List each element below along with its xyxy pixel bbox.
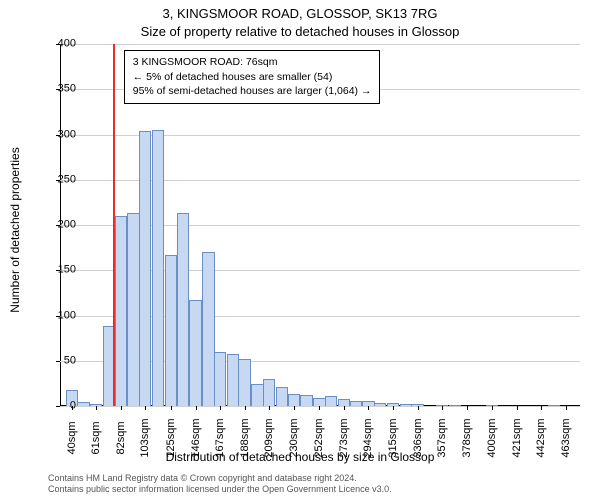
histogram-bar [189, 300, 201, 406]
x-tick-label: 230sqm [288, 418, 300, 457]
histogram-bar [177, 213, 189, 406]
x-tick-mark [269, 406, 270, 410]
histogram-bar [227, 354, 239, 406]
y-tick-label: 0 [70, 401, 76, 412]
y-axis-label: Number of detached properties [8, 147, 22, 312]
histogram-bar [165, 255, 177, 406]
x-tick-label: 294sqm [362, 418, 374, 457]
chart-title-desc: Size of property relative to detached ho… [0, 24, 600, 39]
histogram-bar [325, 396, 337, 406]
x-tick-label: 463sqm [560, 418, 572, 457]
grid-line [60, 135, 580, 136]
x-tick-label: 125sqm [165, 418, 177, 457]
x-tick-label: 40sqm [66, 421, 78, 454]
x-tick-label: 188sqm [239, 418, 251, 457]
annotation-line2: ← 5% of detached houses are smaller (54) [133, 70, 372, 85]
histogram-bar [202, 252, 214, 406]
y-tick-label: 300 [58, 129, 76, 140]
y-tick-label: 200 [58, 220, 76, 231]
histogram-bar [350, 401, 362, 406]
x-tick-mark [121, 406, 122, 410]
y-tick-label: 400 [58, 39, 76, 50]
x-tick-label: 421sqm [511, 418, 523, 457]
histogram-bar [115, 216, 127, 406]
histogram-bar [139, 131, 151, 406]
x-tick-label: 357sqm [436, 418, 448, 457]
histogram-bar [263, 379, 275, 406]
x-tick-mark [492, 406, 493, 410]
x-tick-mark [418, 406, 419, 410]
x-tick-mark [96, 406, 97, 410]
histogram-bar [214, 352, 226, 406]
attribution-text: Contains HM Land Registry data © Crown c… [48, 473, 392, 495]
attribution-line1: Contains HM Land Registry data © Crown c… [48, 473, 392, 484]
x-tick-mark [245, 406, 246, 410]
x-tick-label: 252sqm [313, 418, 325, 457]
x-tick-label: 61sqm [90, 421, 102, 454]
x-tick-mark [171, 406, 172, 410]
x-tick-label: 209sqm [263, 418, 275, 457]
x-tick-mark [393, 406, 394, 410]
histogram-bar [449, 405, 461, 406]
x-tick-mark [442, 406, 443, 410]
x-tick-mark [368, 406, 369, 410]
y-tick-label: 250 [58, 174, 76, 185]
x-tick-mark [220, 406, 221, 410]
histogram-bar [238, 359, 250, 406]
y-tick-mark [56, 406, 60, 407]
histogram-bar [300, 395, 312, 406]
histogram-bar [400, 404, 412, 406]
y-tick-label: 350 [58, 84, 76, 95]
histogram-bar [251, 384, 263, 406]
y-tick-mark [56, 361, 60, 362]
histogram-bar [288, 394, 300, 406]
x-tick-mark [344, 406, 345, 410]
x-tick-mark [145, 406, 146, 410]
x-tick-label: 336sqm [412, 418, 424, 457]
histogram-bar [152, 130, 164, 406]
y-tick-label: 50 [64, 355, 76, 366]
x-tick-label: 167sqm [214, 418, 226, 457]
y-tick-label: 150 [58, 265, 76, 276]
x-tick-label: 103sqm [139, 418, 151, 457]
y-tick-label: 100 [58, 310, 76, 321]
histogram-bar [548, 405, 560, 406]
x-tick-mark [196, 406, 197, 410]
reference-line [113, 44, 115, 406]
x-tick-label: 146sqm [190, 418, 202, 457]
grid-line [60, 180, 580, 181]
histogram-chart: 3, KINGSMOOR ROAD, GLOSSOP, SK13 7RG Siz… [0, 0, 600, 500]
histogram-bar [374, 403, 386, 406]
annotation-line3: 95% of semi-detached houses are larger (… [133, 84, 372, 99]
x-tick-label: 442sqm [535, 418, 547, 457]
annotation-line1: 3 KINGSMOOR ROAD: 76sqm [133, 55, 372, 70]
chart-title-address: 3, KINGSMOOR ROAD, GLOSSOP, SK13 7RG [0, 6, 600, 21]
annotation-box: 3 KINGSMOOR ROAD: 76sqm ← 5% of detached… [124, 50, 381, 104]
histogram-bar [313, 398, 325, 406]
x-tick-mark [467, 406, 468, 410]
x-tick-mark [541, 406, 542, 410]
histogram-bar [276, 387, 288, 406]
histogram-bar [127, 213, 139, 406]
x-tick-label: 400sqm [486, 418, 498, 457]
attribution-line2: Contains public sector information licen… [48, 484, 392, 495]
x-tick-label: 315sqm [387, 418, 399, 457]
x-tick-mark [294, 406, 295, 410]
x-tick-label: 273sqm [338, 418, 350, 457]
x-tick-mark [566, 406, 567, 410]
x-tick-mark [319, 406, 320, 410]
histogram-bar [77, 402, 89, 406]
x-tick-label: 378sqm [461, 418, 473, 457]
histogram-bar [338, 399, 350, 406]
x-tick-mark [517, 406, 518, 410]
x-tick-label: 82sqm [115, 421, 127, 454]
grid-line [60, 44, 580, 45]
